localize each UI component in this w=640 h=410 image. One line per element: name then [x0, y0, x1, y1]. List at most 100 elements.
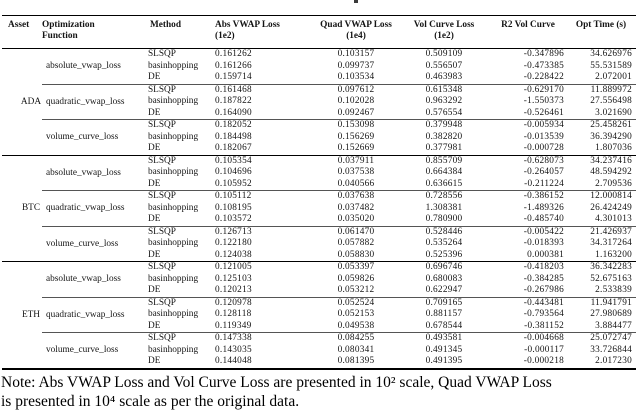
quad-vwap-loss-cell: 0.057882	[337, 238, 375, 248]
function-group: quadratic_vwap_loss SLSQP 0.161468 0.097612…	[42, 83, 636, 120]
opt-time-cell: 2.533839	[595, 285, 632, 295]
opt-time-cell: 34.237416	[590, 155, 632, 166]
method-rows: SLSQP 0.182052 0.153098 0.379948 -0.005934 25…	[146, 120, 636, 155]
quad-vwap-loss-cell: 0.103157	[337, 49, 375, 59]
opt-function-label: volume_curve_loss	[46, 345, 119, 356]
abs-vwap-loss-cell: 0.120978	[215, 297, 252, 308]
r2-vol-curve-cell: -0.384285	[523, 273, 564, 284]
header-method: Method	[146, 20, 214, 42]
quad-vwap-loss-cell: 0.102028	[337, 96, 375, 106]
r2-vol-curve-cell: -0.418203	[523, 262, 564, 272]
table-row: basinhopping 0.128118 0.052153 0.881157 -0.7…	[146, 309, 636, 321]
function-group: quadratic_vwap_loss SLSQP 0.105112 0.037638…	[42, 190, 636, 226]
header-optfn-line1: Optimization	[42, 20, 95, 30]
r2-vol-curve-cell: -0.000117	[524, 344, 564, 355]
quad-vwap-loss-cell: 0.156269	[337, 131, 375, 142]
method-cell: SLSQP	[148, 84, 176, 95]
quad-vwap-loss-cell: 0.081395	[337, 356, 375, 366]
vol-curve-loss-cell: 1.308381	[425, 202, 463, 213]
vol-curve-loss-cell: 0.780900	[425, 214, 463, 224]
r2-vol-curve-cell: -0.443481	[523, 297, 564, 308]
abs-vwap-loss-cell: 0.144048	[215, 356, 252, 366]
method-cell: basinhopping	[148, 96, 199, 106]
abs-vwap-loss-cell: 0.105112	[215, 191, 252, 201]
opt-time-cell: 4.301013	[595, 214, 632, 224]
opt-time-cell: 1.163200	[595, 249, 632, 260]
method-rows: SLSQP 0.105354 0.037911 0.855709 -0.628073 34…	[146, 156, 636, 191]
method-cell: basinhopping	[148, 131, 199, 142]
method-rows: SLSQP 0.126713 0.061470 0.528446 -0.005422 21…	[146, 227, 636, 262]
opt-function-label: quadratic_vwap_loss	[46, 309, 125, 320]
quad-vwap-loss-cell: 0.099737	[337, 60, 375, 71]
clipped-caption-fragment	[354, 0, 358, 3]
method-cell: basinhopping	[148, 273, 199, 284]
table-row: basinhopping 0.108195 0.037482 1.308381 -1.4…	[146, 203, 636, 215]
note-line-2: is presented in 10⁴ scale as per the ori…	[1, 392, 300, 410]
vol-curve-loss-cell: 0.535264	[425, 238, 463, 248]
vol-curve-loss-cell: 0.491345	[425, 344, 463, 355]
opt-function-label: absolute_vwap_loss	[46, 61, 121, 72]
opt-time-cell: 55.531589	[590, 60, 632, 71]
method-cell: DE	[148, 249, 161, 260]
r2-vol-curve-cell: -0.347896	[523, 49, 564, 59]
r2-vol-curve-cell: -0.473385	[523, 60, 564, 71]
asset-group: BTC absolute_vwap_loss SLSQP 0.105354 0.0379…	[2, 154, 636, 262]
method-cell: SLSQP	[148, 49, 176, 59]
quad-vwap-loss-cell: 0.097612	[337, 84, 375, 95]
method-rows: SLSQP 0.161262 0.103157 0.509109 -0.347896 34…	[146, 49, 636, 84]
header-quad-line1: Quad VWAP Loss	[320, 20, 392, 30]
asset-label: ADA	[20, 96, 42, 107]
header-vol-curve-loss: Vol Curve Loss (1e2)	[398, 20, 490, 42]
method-cell: basinhopping	[148, 344, 199, 355]
vol-curve-loss-cell: 0.576554	[425, 107, 463, 118]
method-cell: DE	[148, 72, 161, 82]
function-group: quadratic_vwap_loss SLSQP 0.120978 0.052524…	[42, 296, 636, 333]
header-asset-line1: Asset	[8, 20, 30, 30]
quad-vwap-loss-cell: 0.092467	[337, 107, 375, 118]
abs-vwap-loss-cell: 0.128118	[215, 309, 252, 319]
header-vol-line2: (1e2)	[434, 31, 454, 41]
header-r2-line1: R2 Vol Curve	[501, 20, 555, 30]
table-row: basinhopping 0.125103 0.059826 0.680083 -0.3…	[146, 274, 636, 286]
asset-label: BTC	[21, 203, 41, 214]
function-group: volume_curve_loss SLSQP 0.182052 0.153098 0.…	[42, 119, 636, 155]
table-row: DE 0.119349 0.049538 0.678544 -0.381152 3.884…	[146, 321, 636, 333]
r2-vol-curve-cell: -1.489326	[523, 202, 564, 213]
opt-time-cell: 36.394290	[590, 131, 632, 142]
header-abs-vwap-loss: Abs VWAP Loss (1e2)	[214, 20, 314, 42]
method-cell: basinhopping	[148, 309, 199, 319]
opt-time-cell: 36.342283	[590, 262, 632, 272]
abs-vwap-loss-cell: 0.164090	[215, 107, 252, 118]
method-rows: SLSQP 0.161468 0.097612 0.615348 -0.629170 11…	[146, 85, 636, 120]
table-row: DE 0.164090 0.092467 0.576554 -0.526461 3.021…	[146, 108, 636, 120]
method-cell: DE	[148, 143, 161, 153]
vol-curve-loss-cell: 0.709165	[425, 297, 463, 308]
vol-curve-loss-cell: 0.615348	[425, 84, 463, 95]
r2-vol-curve-cell: -0.526461	[523, 107, 564, 118]
abs-vwap-loss-cell: 0.105952	[215, 178, 252, 189]
vol-curve-loss-cell: 0.382820	[425, 131, 463, 142]
opt-time-cell: 1.807036	[595, 143, 632, 153]
method-cell: basinhopping	[148, 238, 199, 248]
vol-curve-loss-cell: 0.509109	[425, 49, 463, 59]
header-method-line1: Method	[150, 20, 181, 30]
abs-vwap-loss-cell: 0.187822	[215, 96, 252, 106]
opt-function-label: volume_curve_loss	[46, 132, 119, 143]
method-cell: SLSQP	[148, 262, 176, 272]
abs-vwap-loss-cell: 0.126713	[215, 226, 252, 237]
results-table: Asset Optimization Function Method Abs V…	[2, 15, 636, 370]
table-row: DE 0.144048 0.081395 0.491395 -0.000218 2.017…	[146, 356, 636, 368]
vol-curve-loss-cell: 0.525396	[425, 249, 463, 260]
vol-curve-loss-cell: 0.622947	[425, 285, 463, 295]
abs-vwap-loss-cell: 0.161262	[215, 49, 252, 59]
method-cell: basinhopping	[148, 167, 199, 177]
quad-vwap-loss-cell: 0.080341	[337, 344, 375, 355]
quad-vwap-loss-cell: 0.037482	[337, 202, 375, 213]
function-groups: absolute_vwap_loss SLSQP 0.105354 0.037911 0…	[42, 156, 636, 262]
table-row: DE 0.103572 0.035020 0.780900 -0.485740 4.301…	[146, 214, 636, 226]
r2-vol-curve-cell: -0.381152	[524, 320, 564, 331]
method-cell: SLSQP	[148, 191, 176, 201]
table-row: SLSQP 0.147338 0.084255 0.493581 -0.004668 25…	[146, 333, 636, 345]
opt-time-cell: 3.021690	[595, 107, 632, 118]
